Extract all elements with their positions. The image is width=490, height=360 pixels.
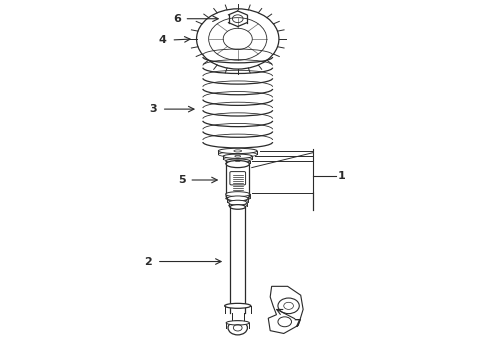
Ellipse shape <box>230 204 245 209</box>
Circle shape <box>228 321 247 335</box>
Ellipse shape <box>219 148 257 154</box>
Text: 5: 5 <box>178 175 186 185</box>
Ellipse shape <box>227 196 248 201</box>
Text: 3: 3 <box>149 104 157 114</box>
Circle shape <box>278 317 292 327</box>
Ellipse shape <box>225 159 250 163</box>
Ellipse shape <box>223 154 252 158</box>
Ellipse shape <box>226 321 249 325</box>
Text: 7: 7 <box>294 319 301 329</box>
Text: 4: 4 <box>159 35 167 45</box>
Circle shape <box>278 298 299 314</box>
Ellipse shape <box>224 303 251 308</box>
Ellipse shape <box>225 192 250 197</box>
Ellipse shape <box>226 192 249 199</box>
Text: 2: 2 <box>144 257 152 266</box>
Ellipse shape <box>226 161 249 168</box>
Text: 6: 6 <box>173 14 181 24</box>
Ellipse shape <box>229 200 247 205</box>
Text: 1: 1 <box>338 171 346 181</box>
